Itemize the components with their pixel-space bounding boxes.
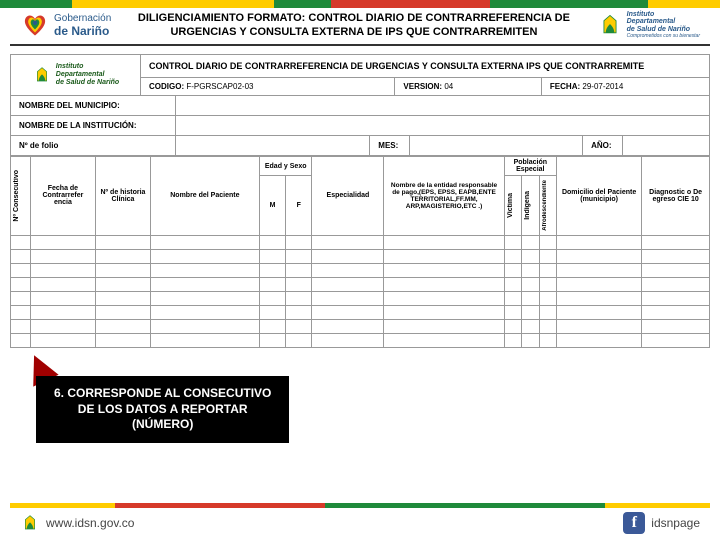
mes-label: MES: [370, 136, 410, 155]
municipio-label: NOMBRE DEL MUNICIPIO: [11, 96, 176, 115]
page-footer: www.idsn.gov.co f idsnpage [0, 503, 720, 540]
form-title: CONTROL DIARIO DE CONTRARREFERENCIA DE U… [141, 55, 709, 78]
folio-field[interactable] [176, 136, 370, 155]
institucion-label: NOMBRE DE LA INSTITUCIÓN: [11, 116, 176, 135]
col-consecutivo: Nº Consecutivo [13, 168, 20, 224]
gobernacion-logo: Gobernación de Nariño [20, 10, 111, 40]
folio-label: Nº de folio [11, 136, 176, 155]
table-row[interactable] [11, 235, 710, 249]
col-nombre: Nombre del Paciente [150, 157, 259, 236]
col-poblacion: Población Especial [504, 157, 556, 176]
form-header-block: Instituto Departamental de Salud de Nari… [10, 54, 710, 96]
idsn-icon [597, 12, 623, 38]
footer-url[interactable]: www.idsn.gov.co [46, 516, 134, 530]
col-f: F [286, 176, 312, 236]
col-victima: Víctima [507, 191, 514, 220]
page-title: DILIGENCIAMIENTO FORMATO: CONTROL DIARIO… [117, 11, 590, 40]
gob-line2: de Nariño [54, 24, 111, 38]
footer-left: www.idsn.gov.co [20, 512, 134, 534]
callout-box: 6. CORRESPONDE AL CONSECUTIVO DE LOS DAT… [36, 376, 289, 443]
table-row[interactable] [11, 277, 710, 291]
col-entidad: Nombre de la entidad responsable de pago… [384, 157, 504, 236]
municipio-field[interactable] [176, 96, 709, 115]
table-row[interactable] [11, 249, 710, 263]
footer-right: f idsnpage [623, 512, 700, 534]
page-header: Gobernación de Nariño DILIGENCIAMIENTO F… [10, 8, 710, 46]
col-domicilio: Domicilio del Paciente (municipio) [557, 157, 642, 236]
info-block: NOMBRE DEL MUNICIPIO: NOMBRE DE LA INSTI… [10, 96, 710, 156]
idsn-icon [20, 512, 40, 534]
table-row[interactable] [11, 305, 710, 319]
footer-fb-text[interactable]: idsnpage [651, 516, 700, 530]
table-row[interactable] [11, 263, 710, 277]
facebook-icon[interactable]: f [623, 512, 645, 534]
col-historia: Nº de historia Clínica [96, 157, 151, 236]
form-logo-cell: Instituto Departamental de Salud de Nari… [11, 55, 141, 95]
table-row[interactable] [11, 319, 710, 333]
col-diagnostico: Diagnostic o De egreso CIE 10 [642, 157, 710, 236]
col-fecha: Fecha de Contrarrefer encia [30, 157, 96, 236]
idsn-logo-right: Instituto Departamental de Salud de Nari… [597, 11, 700, 40]
col-afro: Afrodescendiente [542, 178, 548, 233]
data-grid: Nº Consecutivo Fecha de Contrarrefer enc… [10, 156, 710, 348]
table-row[interactable] [11, 333, 710, 347]
mes-field[interactable] [410, 136, 583, 155]
grid-body [11, 235, 710, 347]
form-meta-row: CODIGO: F-PGRSCAP02-03 VERSION: 04 FECHA… [141, 78, 709, 95]
col-edad-sexo: Edad y Sexo [259, 157, 311, 176]
col-indigena: Indígena [524, 189, 531, 222]
top-color-bar [0, 0, 720, 8]
institucion-field[interactable] [176, 116, 709, 135]
col-especialidad: Especialidad [312, 157, 384, 236]
idsn-icon [32, 64, 52, 86]
form-area: Instituto Departamental de Salud de Nari… [0, 46, 720, 348]
col-m: M [259, 176, 285, 236]
heart-icon [20, 10, 50, 40]
ano-field[interactable] [623, 136, 709, 155]
table-row[interactable] [11, 291, 710, 305]
ano-label: AÑO: [583, 136, 623, 155]
gob-line1: Gobernación [54, 13, 111, 24]
